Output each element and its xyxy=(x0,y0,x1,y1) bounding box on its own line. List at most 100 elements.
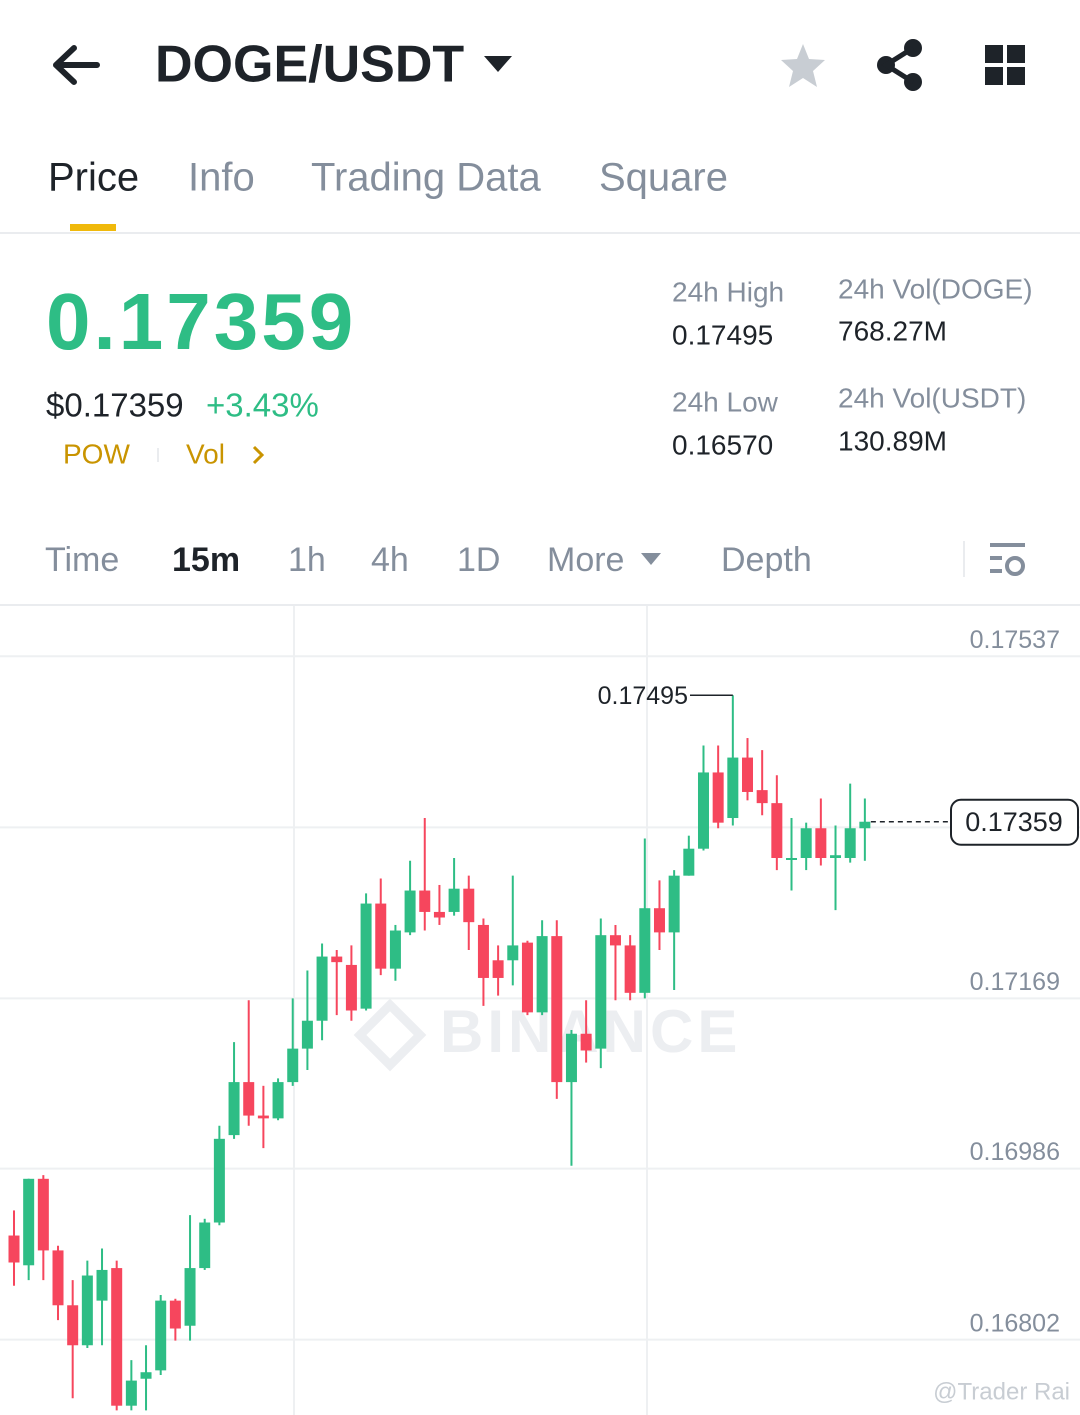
interval[interactable]: Time xyxy=(45,541,119,579)
candle-body xyxy=(67,1305,79,1346)
candle-body xyxy=(375,903,387,969)
candle-body xyxy=(756,790,768,804)
layout-square[interactable] xyxy=(985,67,1003,85)
chart-settings[interactable] xyxy=(990,543,1025,576)
candle-body xyxy=(213,1138,225,1223)
candle-body xyxy=(257,1115,269,1119)
candle-body xyxy=(301,1020,313,1049)
candle-body xyxy=(272,1082,284,1119)
stat-value: 0.16570 xyxy=(672,429,773,460)
candle-body xyxy=(287,1048,299,1083)
separator xyxy=(963,541,965,577)
candle-body xyxy=(463,888,475,923)
candle-body xyxy=(125,1380,137,1406)
layout-square[interactable] xyxy=(1007,45,1025,63)
candle-body xyxy=(815,828,827,858)
watermark-diamond xyxy=(353,998,427,1072)
candle-body xyxy=(96,1269,108,1301)
candle-body xyxy=(169,1300,181,1329)
stat-label: 24h Low xyxy=(672,386,779,417)
tab[interactable]: Trading Data xyxy=(311,156,542,200)
candle-body xyxy=(859,821,871,829)
candle-body xyxy=(52,1250,64,1306)
share-lines[interactable] xyxy=(881,45,915,85)
last-price: 0.17359 xyxy=(46,277,356,366)
candle-body xyxy=(243,1082,255,1116)
back-button[interactable] xyxy=(53,45,100,85)
stat-label: 24h Vol(DOGE) xyxy=(838,273,1033,304)
tab[interactable]: Info xyxy=(188,156,255,200)
candle-body xyxy=(81,1275,93,1346)
layout-square[interactable] xyxy=(1007,67,1025,85)
candle-body xyxy=(697,772,709,849)
candle-body xyxy=(742,757,753,792)
tab-active[interactable]: Price xyxy=(48,156,139,200)
settings-gear[interactable] xyxy=(1005,556,1025,576)
last-price-label: 0.17359 xyxy=(965,807,1063,837)
candle-body xyxy=(800,828,812,858)
candle-body xyxy=(683,848,695,876)
tab-indicator xyxy=(70,224,116,231)
y-tick-label: 0.17169 xyxy=(970,968,1060,996)
candle-body xyxy=(433,911,445,918)
tag-chevron[interactable] xyxy=(252,445,265,465)
interval[interactable]: 1D xyxy=(457,541,500,579)
candle-body xyxy=(492,960,504,978)
candle-body xyxy=(184,1268,196,1326)
chart-top-border xyxy=(0,604,1080,606)
stat-value: 768.27M xyxy=(838,315,947,346)
price-change: +3.43% xyxy=(206,387,319,424)
share-button[interactable] xyxy=(877,39,922,91)
stat-label: 24h Vol(USDT) xyxy=(838,382,1026,413)
interval[interactable]: 4h xyxy=(371,541,409,579)
candlestick-chart: 0.175370.173530.171690.169860.168020.174… xyxy=(0,626,1080,1411)
tag[interactable]: Vol xyxy=(186,438,225,469)
y-tick-label: 0.17537 xyxy=(970,626,1060,654)
candle-body xyxy=(844,828,856,858)
y-tick-label: 0.16802 xyxy=(970,1309,1060,1337)
pair-title[interactable]: DOGE/USDT xyxy=(155,36,464,94)
candle-body xyxy=(155,1300,167,1371)
candle-body xyxy=(23,1178,35,1266)
usd-price: $0.17359 xyxy=(46,387,184,424)
candle-body xyxy=(580,1033,592,1051)
candle-body xyxy=(389,930,401,969)
pair-dropdown[interactable] xyxy=(484,56,512,72)
candle-body xyxy=(507,945,519,961)
candle-body xyxy=(199,1222,211,1269)
divider xyxy=(0,232,1080,234)
candle-body xyxy=(668,875,680,933)
candle-body xyxy=(419,890,431,912)
watermark-logo xyxy=(353,998,427,1072)
stat-value: 130.89M xyxy=(838,425,947,456)
candle-body xyxy=(727,757,739,819)
layout-button[interactable] xyxy=(985,45,1025,85)
favorite-star[interactable] xyxy=(781,44,825,87)
candle-body xyxy=(521,942,533,1013)
more-dropdown[interactable] xyxy=(641,553,661,565)
candle-body xyxy=(653,908,665,933)
max-marker-label: 0.17495 xyxy=(598,682,688,710)
back-arrow[interactable] xyxy=(53,45,100,85)
interval[interactable]: 1h xyxy=(288,541,326,579)
candle-body xyxy=(228,1082,240,1136)
candle-body xyxy=(771,803,783,858)
y-tick-label: 0.16986 xyxy=(970,1138,1060,1166)
interval-active[interactable]: 15m xyxy=(172,541,240,579)
tag[interactable]: POW xyxy=(63,438,130,469)
settings-bar[interactable] xyxy=(990,543,1025,547)
candle-body xyxy=(477,924,489,978)
candle-body xyxy=(111,1268,123,1406)
candle-body xyxy=(786,857,798,860)
candle-body xyxy=(331,956,343,963)
last-price-tag xyxy=(950,798,1079,846)
settings-bar[interactable] xyxy=(990,569,1002,573)
interval[interactable]: Depth xyxy=(721,541,812,579)
candle-body xyxy=(37,1178,49,1251)
tab[interactable]: Square xyxy=(599,156,728,200)
interval[interactable]: More xyxy=(547,541,624,579)
settings-bar[interactable] xyxy=(990,556,1002,560)
layout-square[interactable] xyxy=(985,45,1003,63)
